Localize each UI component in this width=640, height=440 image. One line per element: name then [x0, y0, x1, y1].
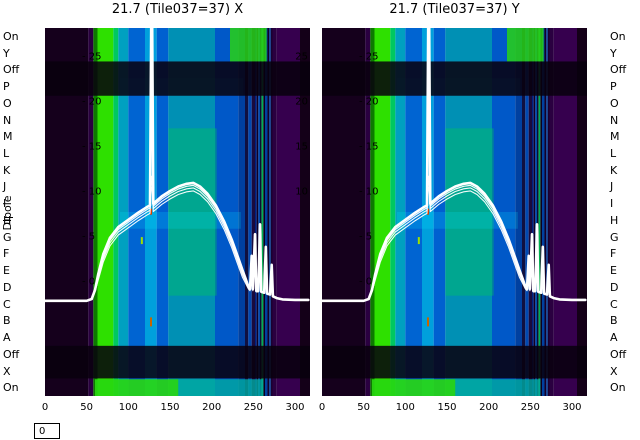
svg-text:- 0: - 0	[359, 277, 372, 288]
dipole-label: I	[610, 197, 614, 211]
dipole-label: H	[3, 213, 12, 227]
frame-indicator-value: 0	[39, 425, 46, 437]
svg-text:- 20: - 20	[82, 97, 102, 108]
dipole-label: B	[610, 314, 618, 328]
svg-text:0: 0	[319, 402, 325, 413]
svg-text:50: 50	[80, 402, 93, 413]
dipole-label: M	[3, 130, 13, 144]
svg-text:- 20: - 20	[359, 97, 379, 108]
svg-text:300: 300	[562, 402, 581, 413]
dipole-labels-right: On Y Off P O N M L K J I H G F E D C B A Off X On	[610, 28, 640, 396]
dipole-label: Off	[3, 63, 20, 77]
svg-text:10: 10	[295, 187, 308, 198]
svg-text:- 10: - 10	[359, 187, 379, 198]
dipole-label: A	[610, 331, 618, 345]
svg-text:200: 200	[479, 402, 498, 413]
dipole-label: X	[3, 364, 11, 378]
dipole-label: Y	[3, 46, 10, 60]
svg-text:0: 0	[42, 402, 48, 413]
svg-text:- 25: - 25	[82, 52, 102, 63]
dipole-label: I	[3, 197, 7, 211]
spectrum-line	[43, 9, 310, 303]
svg-text:50: 50	[357, 402, 370, 413]
svg-text:- 10: - 10	[82, 187, 102, 198]
heatmap-panel-y[interactable]: - 25 - 20 - 15 - 10 - 5 - 0 0 50 100 150 200 250 300	[319, 9, 587, 413]
svg-text:100: 100	[119, 402, 138, 413]
spectrum-line	[320, 9, 587, 303]
dipole-label: Y	[610, 46, 617, 60]
dipole-label: P	[3, 80, 10, 94]
dipole-label: H	[610, 213, 619, 227]
svg-text:100: 100	[396, 402, 415, 413]
dipole-label: On	[3, 381, 19, 395]
dipole-label: Off	[610, 347, 627, 361]
dipole-label: D	[3, 280, 12, 294]
svg-text:300: 300	[285, 402, 304, 413]
dipole-label: A	[3, 331, 11, 345]
svg-text:- 15: - 15	[359, 142, 379, 153]
dipole-label: O	[610, 96, 619, 110]
dipole-label: J	[610, 180, 614, 194]
svg-text:150: 150	[437, 402, 456, 413]
dipole-label: E	[3, 264, 10, 278]
dipole-label: Off	[610, 63, 627, 77]
dipole-label: O	[3, 96, 12, 110]
dipole-label: On	[3, 29, 19, 43]
dipole-label: C	[610, 297, 618, 311]
dipole-label: G	[3, 230, 12, 244]
dipole-label: L	[610, 147, 617, 160]
heatmap-layer	[45, 28, 310, 396]
svg-text:- 25: - 25	[359, 52, 379, 63]
dipole-label: K	[610, 163, 618, 177]
svg-text:250: 250	[244, 402, 263, 413]
svg-text:- 5: - 5	[82, 232, 95, 243]
tick-labels: - 25 - 20 - 15 - 10 - 5 - 0 0 50 100 150 200 250 300	[319, 52, 582, 414]
svg-text:150: 150	[160, 402, 179, 413]
dipole-label: M	[610, 130, 620, 144]
svg-text:15: 15	[295, 142, 308, 153]
right-panel-title: 21.7 (Tile037=37) Y	[389, 2, 520, 17]
svg-text:20: 20	[295, 97, 308, 108]
dipole-label: J	[3, 180, 7, 194]
dipole-label: F	[3, 247, 10, 261]
dipole-label: On	[610, 29, 626, 43]
dipole-label: N	[610, 113, 619, 127]
dipole-label: B	[3, 314, 11, 328]
left-panel-title: 21.7 (Tile037=37) X	[111, 2, 244, 17]
dipole-label: C	[3, 297, 11, 311]
dipole-label: On	[610, 381, 626, 395]
dipole-label: F	[610, 247, 617, 261]
dipole-labels-left: On Y Off P O N M L K J I H G F E D C B A Off X On	[3, 28, 35, 396]
heatmap-layer	[322, 28, 587, 396]
svg-text:250: 250	[521, 402, 540, 413]
dipole-label: K	[3, 163, 11, 177]
dipole-label: Off	[3, 347, 20, 361]
svg-text:- 5: - 5	[359, 232, 372, 243]
svg-text:200: 200	[202, 402, 221, 413]
svg-text:- 0: - 0	[82, 277, 95, 288]
svg-text:25: 25	[295, 52, 308, 63]
frame-indicator[interactable]: 0	[34, 423, 60, 439]
svg-text:- 15: - 15	[82, 142, 102, 153]
dipole-label: G	[610, 230, 619, 244]
dipole-label: E	[610, 264, 617, 278]
dipole-label: L	[3, 147, 10, 160]
dipole-label: P	[610, 80, 617, 94]
dipole-label: D	[610, 280, 619, 294]
dipole-label: X	[610, 364, 618, 378]
dipole-label: N	[3, 113, 12, 127]
